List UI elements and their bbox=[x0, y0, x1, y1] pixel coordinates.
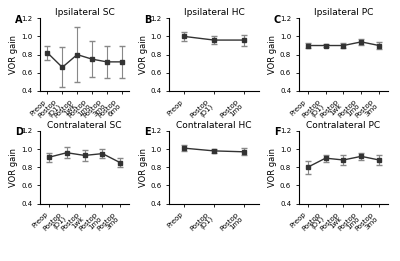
Y-axis label: VOR gain: VOR gain bbox=[139, 148, 148, 187]
Text: B: B bbox=[144, 15, 152, 25]
Y-axis label: VOR gain: VOR gain bbox=[268, 35, 277, 74]
Text: C: C bbox=[274, 15, 281, 25]
Y-axis label: VOR gain: VOR gain bbox=[268, 148, 277, 187]
Title: Ipsilateral HC: Ipsilateral HC bbox=[184, 9, 244, 17]
Y-axis label: VOR gain: VOR gain bbox=[139, 35, 148, 74]
Y-axis label: VOR gain: VOR gain bbox=[9, 35, 18, 74]
Title: Ipsilateral PC: Ipsilateral PC bbox=[314, 9, 373, 17]
Title: Ipsilateral SC: Ipsilateral SC bbox=[55, 9, 114, 17]
Text: D: D bbox=[15, 127, 23, 137]
Text: F: F bbox=[274, 127, 280, 137]
Title: Contralateral PC: Contralateral PC bbox=[306, 121, 380, 130]
Y-axis label: VOR gain: VOR gain bbox=[9, 148, 18, 187]
Text: E: E bbox=[144, 127, 151, 137]
Title: Contralateral SC: Contralateral SC bbox=[47, 121, 122, 130]
Text: A: A bbox=[15, 15, 22, 25]
Title: Contralateral HC: Contralateral HC bbox=[176, 121, 252, 130]
